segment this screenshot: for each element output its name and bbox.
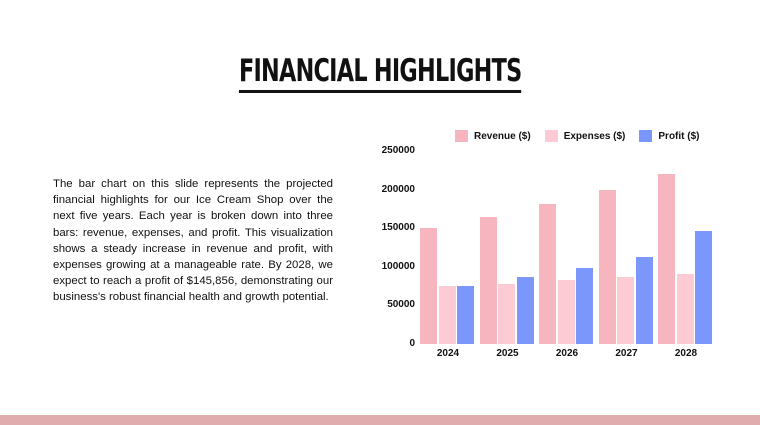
bar-revenue bbox=[420, 228, 437, 344]
x-tick-label: 2026 bbox=[555, 348, 579, 359]
bar-group-2027 bbox=[598, 151, 655, 344]
x-tick-label: 2024 bbox=[436, 348, 460, 359]
footer-accent-bar bbox=[0, 415, 760, 425]
bar-revenue bbox=[658, 174, 675, 344]
bar-profit bbox=[635, 256, 653, 344]
bar-revenue bbox=[479, 216, 497, 344]
bar-group-2028 bbox=[658, 151, 714, 344]
legend-label: Revenue ($) bbox=[474, 130, 531, 142]
x-tick-label: 2027 bbox=[615, 348, 638, 359]
y-tick-label: 200000 bbox=[381, 183, 415, 195]
x-tick-label: 2025 bbox=[496, 348, 519, 359]
bar-expenses bbox=[438, 286, 456, 344]
bar-profit bbox=[576, 267, 593, 344]
bar-expenses bbox=[617, 276, 634, 344]
slide-title: FINANCIAL HIGHLIGHTS bbox=[238, 52, 522, 93]
legend-swatch-revenue bbox=[455, 130, 468, 142]
y-tick-label: 150000 bbox=[381, 222, 415, 234]
bar-profit bbox=[516, 276, 534, 344]
bar-expenses bbox=[498, 283, 515, 344]
y-tick-label: 250000 bbox=[381, 145, 415, 156]
bar-revenue bbox=[598, 189, 616, 344]
y-tick-label: 0 bbox=[409, 338, 415, 349]
bar-chart: Revenue ($) Expenses ($) Profit ($) 2500… bbox=[360, 125, 740, 365]
x-tick-label: 2028 bbox=[674, 348, 698, 359]
bar-group-2026 bbox=[539, 151, 595, 344]
bar-revenue bbox=[539, 204, 556, 344]
y-tick-label: 50000 bbox=[387, 299, 415, 311]
slide-description: The bar chart on this slide represents t… bbox=[53, 178, 333, 304]
bar-group-2025 bbox=[479, 151, 536, 344]
slide-title-container: FINANCIAL HIGHLIGHTS bbox=[0, 52, 760, 93]
y-tick-label: 100000 bbox=[381, 260, 415, 272]
legend-label: Expenses ($) bbox=[563, 130, 626, 142]
bar-group-2024 bbox=[420, 151, 476, 344]
bar-expenses bbox=[676, 273, 694, 344]
legend-label: Profit ($) bbox=[658, 130, 700, 142]
bar-expenses bbox=[557, 279, 575, 344]
chart-legend: Revenue ($) Expenses ($) Profit ($) bbox=[455, 130, 700, 142]
legend-swatch-profit bbox=[639, 130, 653, 142]
bar-profit bbox=[695, 231, 712, 344]
legend-item-expenses: Expenses ($) bbox=[544, 130, 626, 142]
legend-item-profit: Profit ($) bbox=[639, 130, 700, 142]
bar-profit bbox=[457, 286, 474, 344]
legend-item-revenue: Revenue ($) bbox=[455, 130, 531, 142]
legend-swatch-expenses bbox=[544, 130, 558, 142]
plot-area bbox=[418, 151, 718, 344]
